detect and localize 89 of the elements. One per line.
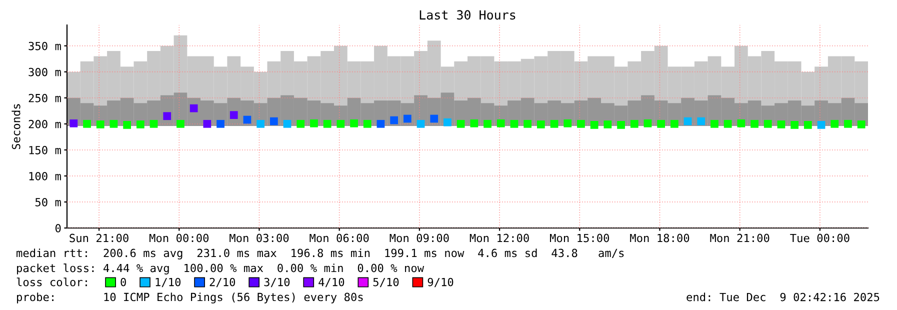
text: median rtt: 200.6 ms avg 231.0 ms max 196.8 ms min 199.1 ms now 4.6 ms sd 43.8 am/s <box>16 248 624 260</box>
point <box>764 120 772 128</box>
text: packet loss: 4.44 % avg 100.00 % max 0.00 % min 0.00 % now <box>17 264 424 274</box>
point <box>484 120 492 128</box>
point <box>350 119 358 128</box>
point <box>96 120 104 128</box>
x-tick-label: Mon 15:00 <box>550 234 610 242</box>
legend-title: loss color: <box>16 278 87 286</box>
point <box>670 120 678 128</box>
point <box>283 120 292 128</box>
legend-label: 9/10 <box>428 278 454 288</box>
point <box>817 121 826 129</box>
point <box>270 117 278 126</box>
point <box>430 114 438 123</box>
point <box>444 118 452 126</box>
text: probe: 10 ICMP Echo Pings (56 Bytes) every 80s <box>17 292 363 304</box>
point <box>216 120 224 128</box>
point <box>644 119 652 128</box>
y-tick-label: 100 m <box>29 172 61 180</box>
point <box>724 120 732 128</box>
y-tick-label: 0 <box>55 224 61 232</box>
point <box>737 119 746 128</box>
point <box>524 120 532 128</box>
point <box>243 116 252 124</box>
point <box>790 121 799 129</box>
point <box>390 116 398 124</box>
x-tick-label: Mon 09:00 <box>390 234 449 242</box>
point <box>510 120 518 128</box>
point <box>550 120 558 128</box>
x-tick-label: Mon 06:00 <box>310 234 369 242</box>
point <box>536 120 545 128</box>
point <box>630 120 638 128</box>
x-tick-label: Tue 00:00 <box>790 234 850 242</box>
point <box>376 120 385 128</box>
legend-label: 5/10 <box>373 278 399 288</box>
point <box>590 121 598 129</box>
text: end: Tue Dec 9 02:42:16 2025 <box>686 292 880 302</box>
point <box>577 120 585 128</box>
y-tick-label: 300 m <box>28 68 61 76</box>
point <box>697 117 706 126</box>
x-tick-label: Mon 18:00 <box>630 234 690 242</box>
point <box>844 120 852 128</box>
point <box>857 120 866 128</box>
point <box>456 120 465 128</box>
point <box>310 119 318 128</box>
point <box>496 119 505 128</box>
point <box>176 120 184 128</box>
point <box>604 120 612 128</box>
point <box>110 120 118 128</box>
y-tick-label: 50 m <box>35 198 61 206</box>
point <box>163 112 172 120</box>
y-axis-title: Seconds <box>12 104 20 150</box>
point <box>470 119 478 128</box>
point <box>804 121 812 129</box>
y-tick-label: 350 m <box>28 42 61 50</box>
point <box>136 120 144 128</box>
chart-title: Last 30 Hours <box>420 10 516 20</box>
point <box>777 120 786 128</box>
legend-label: 0 <box>120 278 126 286</box>
point <box>83 120 91 128</box>
point <box>617 121 625 129</box>
point <box>150 120 158 128</box>
x-tick-label: Sun 21:00 <box>70 234 128 242</box>
point <box>336 120 345 128</box>
point <box>684 117 692 126</box>
legend-label: 2/10 <box>210 278 236 288</box>
legend-label: 1/10 <box>156 278 181 288</box>
point <box>123 121 132 129</box>
point <box>564 119 572 128</box>
y-tick-label: 200 m <box>28 120 61 128</box>
point <box>363 120 372 128</box>
x-tick-label: Mon 00:00 <box>150 234 209 242</box>
point <box>657 120 666 128</box>
legend-label: 4/10 <box>318 278 344 288</box>
point <box>750 120 758 128</box>
x-tick-label: Mon 12:00 <box>470 234 529 242</box>
y-tick-label: 250 m <box>28 94 61 102</box>
y-tick-label: 150 m <box>29 146 61 154</box>
point <box>203 120 212 128</box>
point <box>296 120 305 128</box>
point <box>70 119 78 128</box>
legend-label: 3/10 <box>264 278 290 288</box>
point <box>416 120 425 128</box>
point <box>323 120 332 128</box>
x-tick-label: Mon 03:00 <box>230 234 289 242</box>
point <box>830 120 839 128</box>
point <box>710 120 718 128</box>
point <box>256 120 265 128</box>
x-tick-label: Mon 21:00 <box>710 234 770 242</box>
